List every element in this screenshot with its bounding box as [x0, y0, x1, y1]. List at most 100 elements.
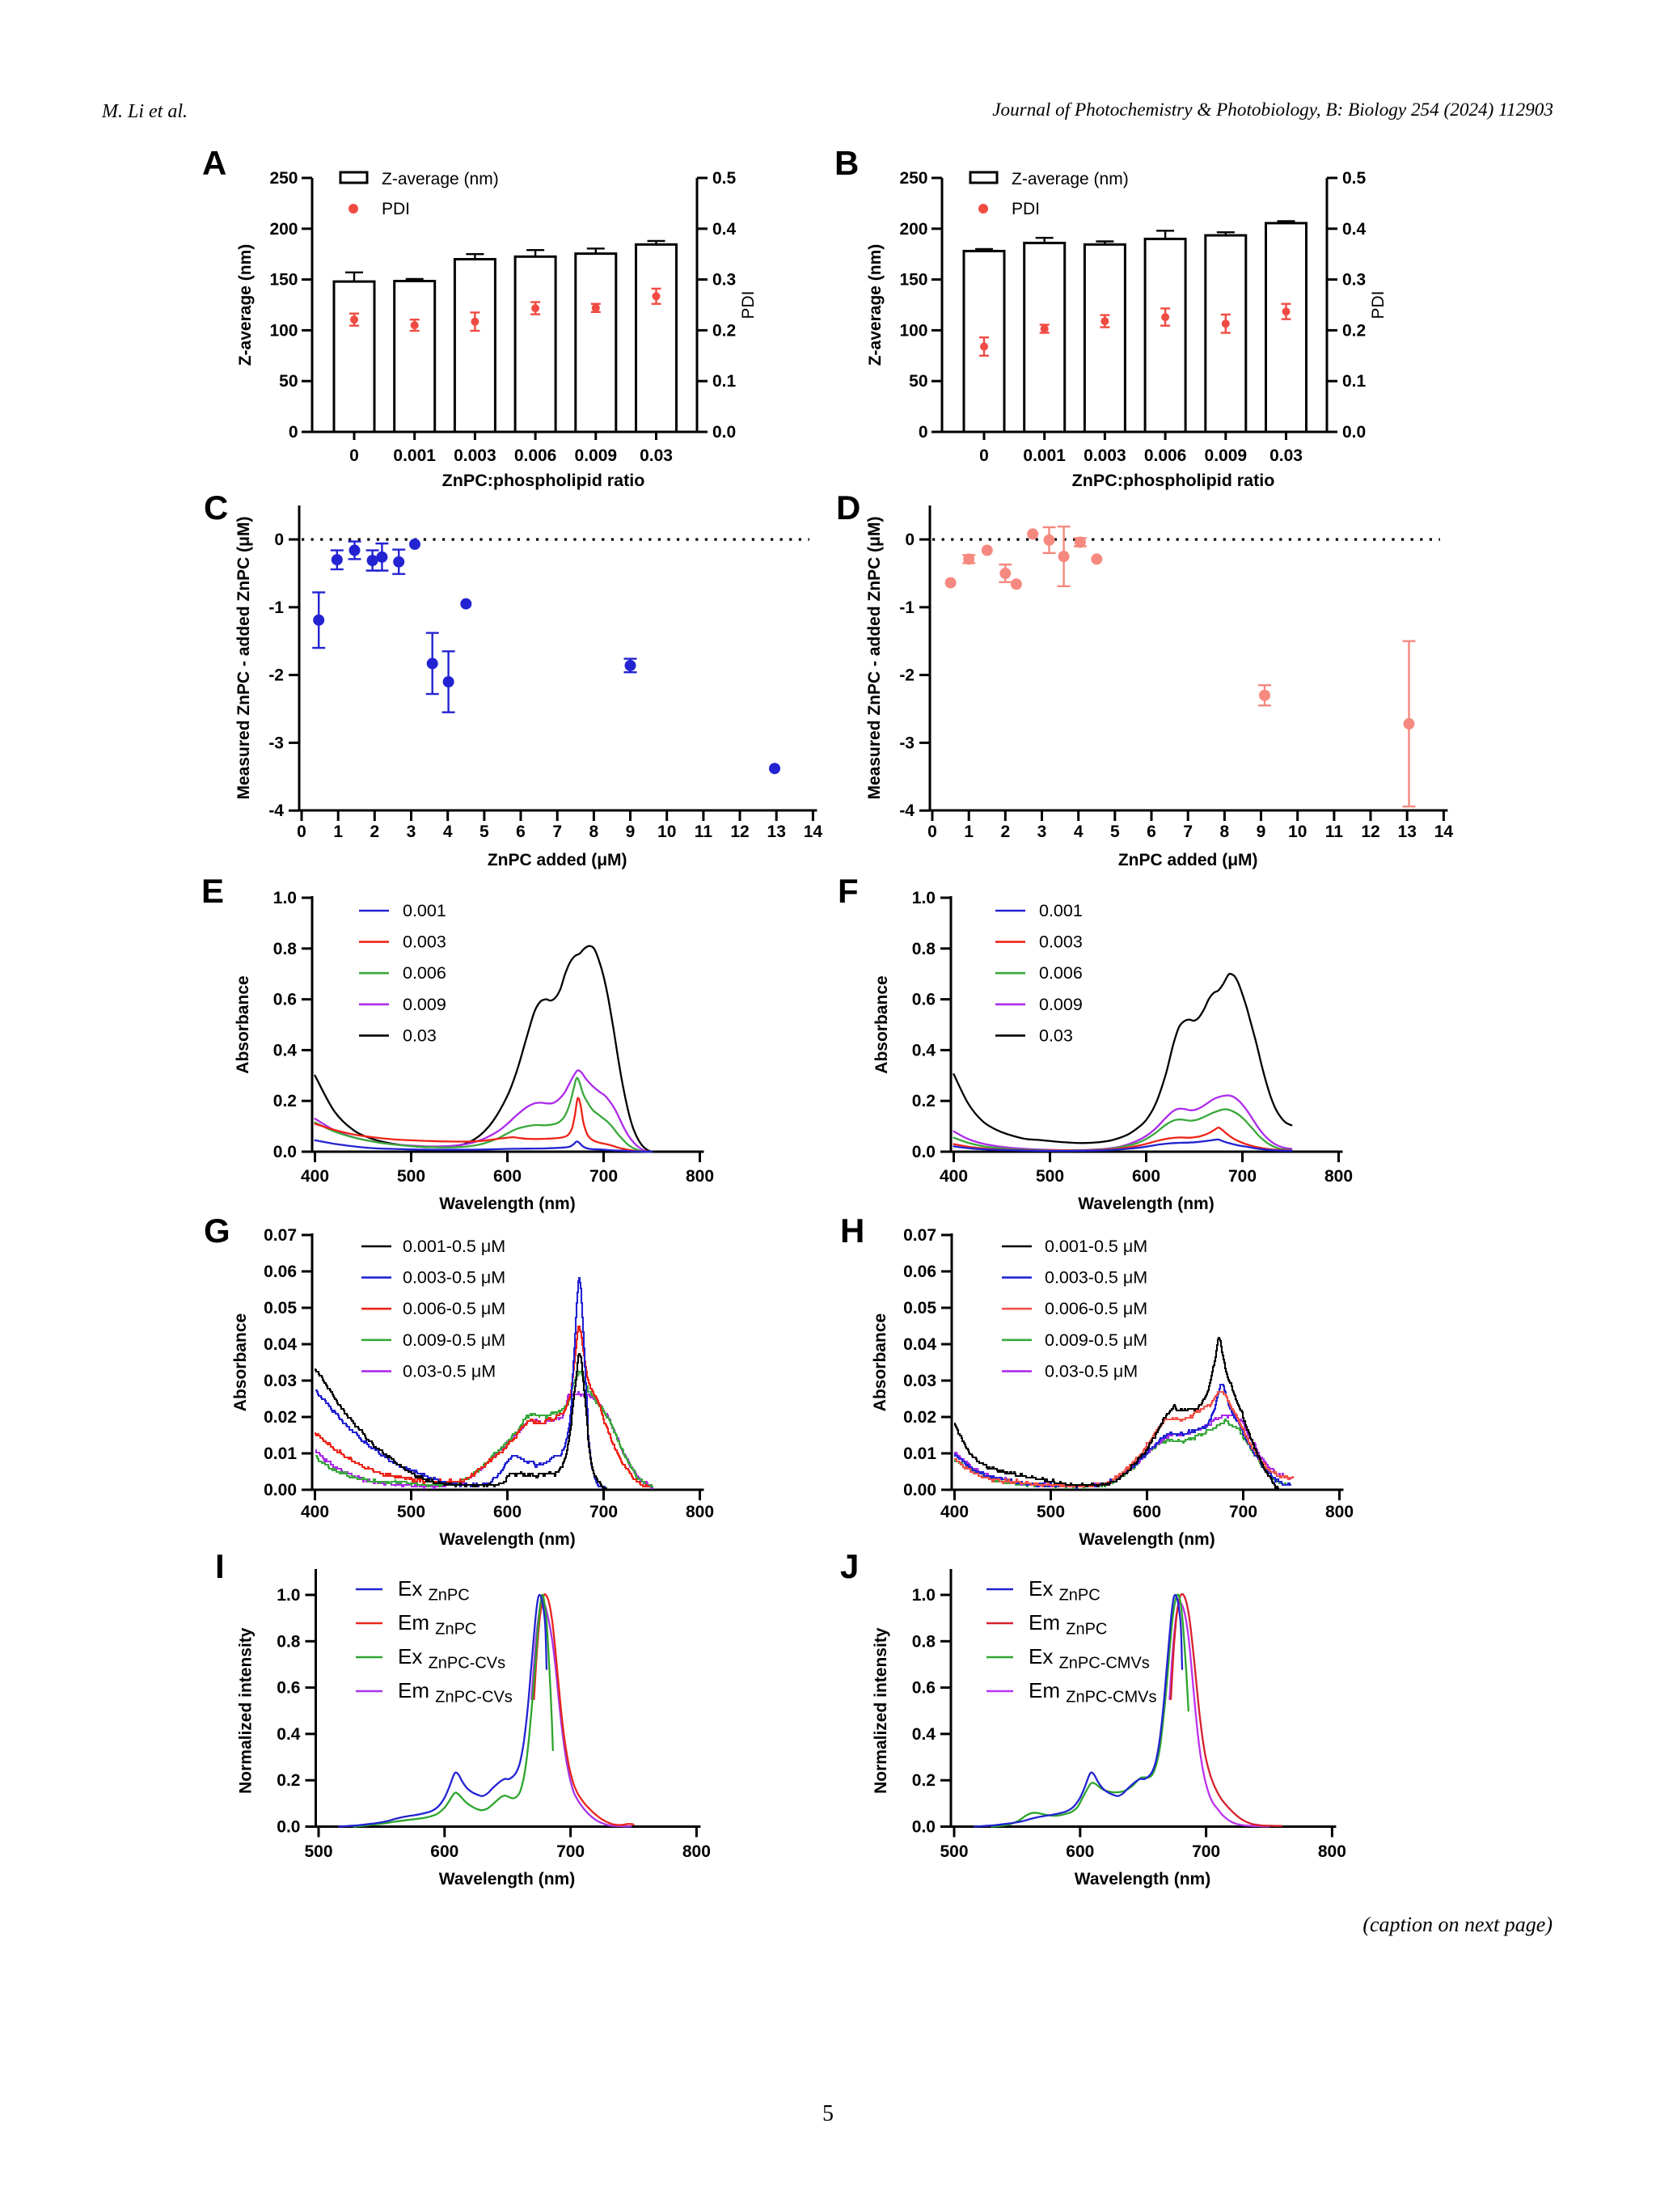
svg-text:0.001: 0.001	[403, 901, 446, 920]
svg-text:100: 100	[269, 321, 298, 340]
svg-text:B: B	[834, 144, 859, 182]
svg-text:700: 700	[589, 1167, 618, 1186]
svg-text:800: 800	[686, 1503, 714, 1521]
svg-text:-1: -1	[268, 598, 284, 617]
svg-text:0.009-0.5 μM: 0.009-0.5 μM	[1045, 1330, 1147, 1350]
svg-text:5: 5	[822, 2101, 834, 2126]
svg-text:0.6: 0.6	[273, 991, 297, 1009]
svg-text:0.2: 0.2	[712, 321, 736, 340]
svg-text:Wavelength (nm): Wavelength (nm)	[1078, 1195, 1214, 1213]
svg-text:700: 700	[556, 1842, 585, 1861]
svg-text:PDI: PDI	[739, 290, 758, 319]
svg-text:0.03: 0.03	[1269, 446, 1303, 465]
svg-text:1.0: 1.0	[912, 1586, 936, 1605]
svg-text:0: 0	[919, 423, 928, 442]
svg-text:6: 6	[516, 823, 526, 841]
svg-text:0: 0	[349, 446, 359, 465]
svg-text:0.8: 0.8	[912, 940, 936, 958]
svg-text:12: 12	[730, 823, 749, 841]
svg-text:0.003-0.5 μM: 0.003-0.5 μM	[403, 1268, 505, 1288]
svg-text:0: 0	[905, 531, 915, 549]
svg-text:0.6: 0.6	[912, 1679, 936, 1698]
svg-text:0.04: 0.04	[264, 1335, 297, 1354]
svg-text:0: 0	[289, 423, 298, 442]
svg-text:13: 13	[1398, 823, 1417, 841]
svg-text:0.1: 0.1	[712, 372, 737, 391]
svg-text:0.006-0.5 μM: 0.006-0.5 μM	[1045, 1299, 1147, 1318]
svg-text:0.4: 0.4	[273, 1041, 298, 1059]
svg-text:8: 8	[1220, 823, 1230, 841]
svg-text:Measured ZnPC - added ZnPC (μM: Measured ZnPC - added ZnPC (μM)	[234, 516, 253, 799]
svg-text:0.8: 0.8	[273, 940, 298, 958]
svg-text:0.001-0.5 μM: 0.001-0.5 μM	[1045, 1237, 1147, 1256]
svg-text:6: 6	[1147, 823, 1156, 841]
svg-text:3: 3	[407, 823, 416, 841]
svg-text:4: 4	[1074, 823, 1084, 841]
svg-text:800: 800	[1325, 1503, 1354, 1521]
svg-text:0.05: 0.05	[903, 1299, 936, 1317]
svg-text:Z-average (nm): Z-average (nm)	[236, 244, 255, 366]
svg-text:Z-average (nm): Z-average (nm)	[382, 170, 499, 188]
svg-text:14: 14	[804, 823, 823, 841]
svg-text:700: 700	[1228, 1167, 1257, 1186]
svg-text:ZnPC:phospholipid ratio: ZnPC:phospholipid ratio	[442, 471, 645, 490]
svg-text:0.01: 0.01	[264, 1444, 297, 1463]
svg-text:0.003: 0.003	[454, 446, 496, 465]
svg-text:Z-average (nm): Z-average (nm)	[866, 244, 885, 366]
svg-text:0.006: 0.006	[514, 446, 557, 465]
svg-text:5: 5	[1110, 823, 1120, 841]
svg-text:0.001: 0.001	[1039, 901, 1083, 920]
svg-text:C: C	[204, 489, 228, 527]
svg-text:0.5: 0.5	[712, 169, 737, 188]
svg-text:0.0: 0.0	[277, 1818, 300, 1837]
svg-text:0.4: 0.4	[277, 1725, 301, 1744]
svg-text:Absorbance: Absorbance	[871, 1313, 889, 1411]
svg-text:1.0: 1.0	[273, 889, 297, 907]
svg-text:9: 9	[1257, 823, 1266, 841]
svg-text:-2: -2	[268, 666, 284, 685]
svg-text:0.009: 0.009	[575, 446, 618, 465]
svg-text:150: 150	[269, 271, 298, 290]
svg-text:-3: -3	[899, 734, 915, 752]
svg-text:Wavelength (nm): Wavelength (nm)	[1079, 1530, 1215, 1549]
svg-text:0.006: 0.006	[403, 963, 446, 983]
svg-text:400: 400	[301, 1503, 329, 1521]
svg-text:3: 3	[1037, 823, 1047, 841]
svg-text:-4: -4	[899, 801, 915, 820]
svg-text:0.2: 0.2	[912, 1771, 936, 1790]
svg-text:Measured ZnPC - added ZnPC (μM: Measured ZnPC - added ZnPC (μM)	[865, 516, 884, 799]
svg-text:F: F	[838, 872, 859, 910]
svg-text:Wavelength (nm): Wavelength (nm)	[439, 1530, 575, 1549]
svg-text:0: 0	[927, 823, 937, 841]
svg-text:400: 400	[301, 1167, 329, 1186]
svg-text:0.04: 0.04	[903, 1335, 936, 1354]
svg-text:1.0: 1.0	[277, 1586, 300, 1605]
svg-text:E: E	[201, 872, 224, 910]
svg-text:0.001: 0.001	[393, 446, 436, 465]
svg-text:50: 50	[909, 372, 927, 391]
svg-text:0.6: 0.6	[277, 1679, 300, 1698]
svg-text:0.006: 0.006	[1039, 963, 1083, 983]
svg-text:0.3: 0.3	[712, 271, 736, 290]
svg-text:-4: -4	[268, 801, 284, 820]
svg-text:0.03: 0.03	[1039, 1026, 1073, 1045]
svg-text:0.2: 0.2	[273, 1092, 297, 1110]
svg-text:0.0: 0.0	[712, 423, 736, 442]
svg-text:-3: -3	[268, 734, 284, 752]
svg-text:0: 0	[274, 531, 284, 549]
svg-text:13: 13	[767, 823, 786, 841]
svg-text:0.07: 0.07	[264, 1226, 297, 1245]
svg-text:0.03: 0.03	[403, 1026, 437, 1045]
svg-text:0.06: 0.06	[903, 1262, 936, 1281]
svg-text:0.2: 0.2	[912, 1092, 936, 1110]
svg-text:0.003: 0.003	[1084, 446, 1126, 465]
svg-text:Z-average (nm): Z-average (nm)	[1012, 170, 1129, 188]
svg-text:250: 250	[899, 169, 927, 188]
svg-text:0.003: 0.003	[403, 933, 446, 952]
svg-text:100: 100	[899, 321, 927, 340]
svg-text:0.006: 0.006	[1144, 446, 1187, 465]
svg-text:ZnPC added (μM): ZnPC added (μM)	[1118, 851, 1258, 869]
svg-text:-1: -1	[899, 598, 915, 617]
svg-text:G: G	[204, 1212, 230, 1250]
svg-text:0.001-0.5 μM: 0.001-0.5 μM	[403, 1237, 505, 1256]
